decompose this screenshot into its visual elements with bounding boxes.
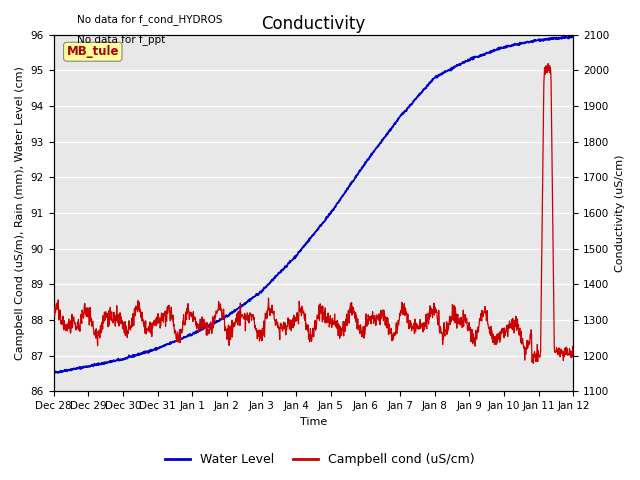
Text: No data for f_cond_HYDROS: No data for f_cond_HYDROS: [77, 14, 222, 25]
X-axis label: Time: Time: [300, 417, 327, 427]
Text: MB_tule: MB_tule: [67, 45, 119, 58]
Y-axis label: Conductivity (uS/cm): Conductivity (uS/cm): [615, 154, 625, 272]
Title: Conductivity: Conductivity: [261, 15, 365, 33]
Legend: Water Level, Campbell cond (uS/cm): Water Level, Campbell cond (uS/cm): [160, 448, 480, 471]
Text: No data for f_ppt: No data for f_ppt: [77, 34, 165, 45]
Y-axis label: Campbell Cond (uS/m), Rain (mm), Water Level (cm): Campbell Cond (uS/m), Rain (mm), Water L…: [15, 66, 25, 360]
